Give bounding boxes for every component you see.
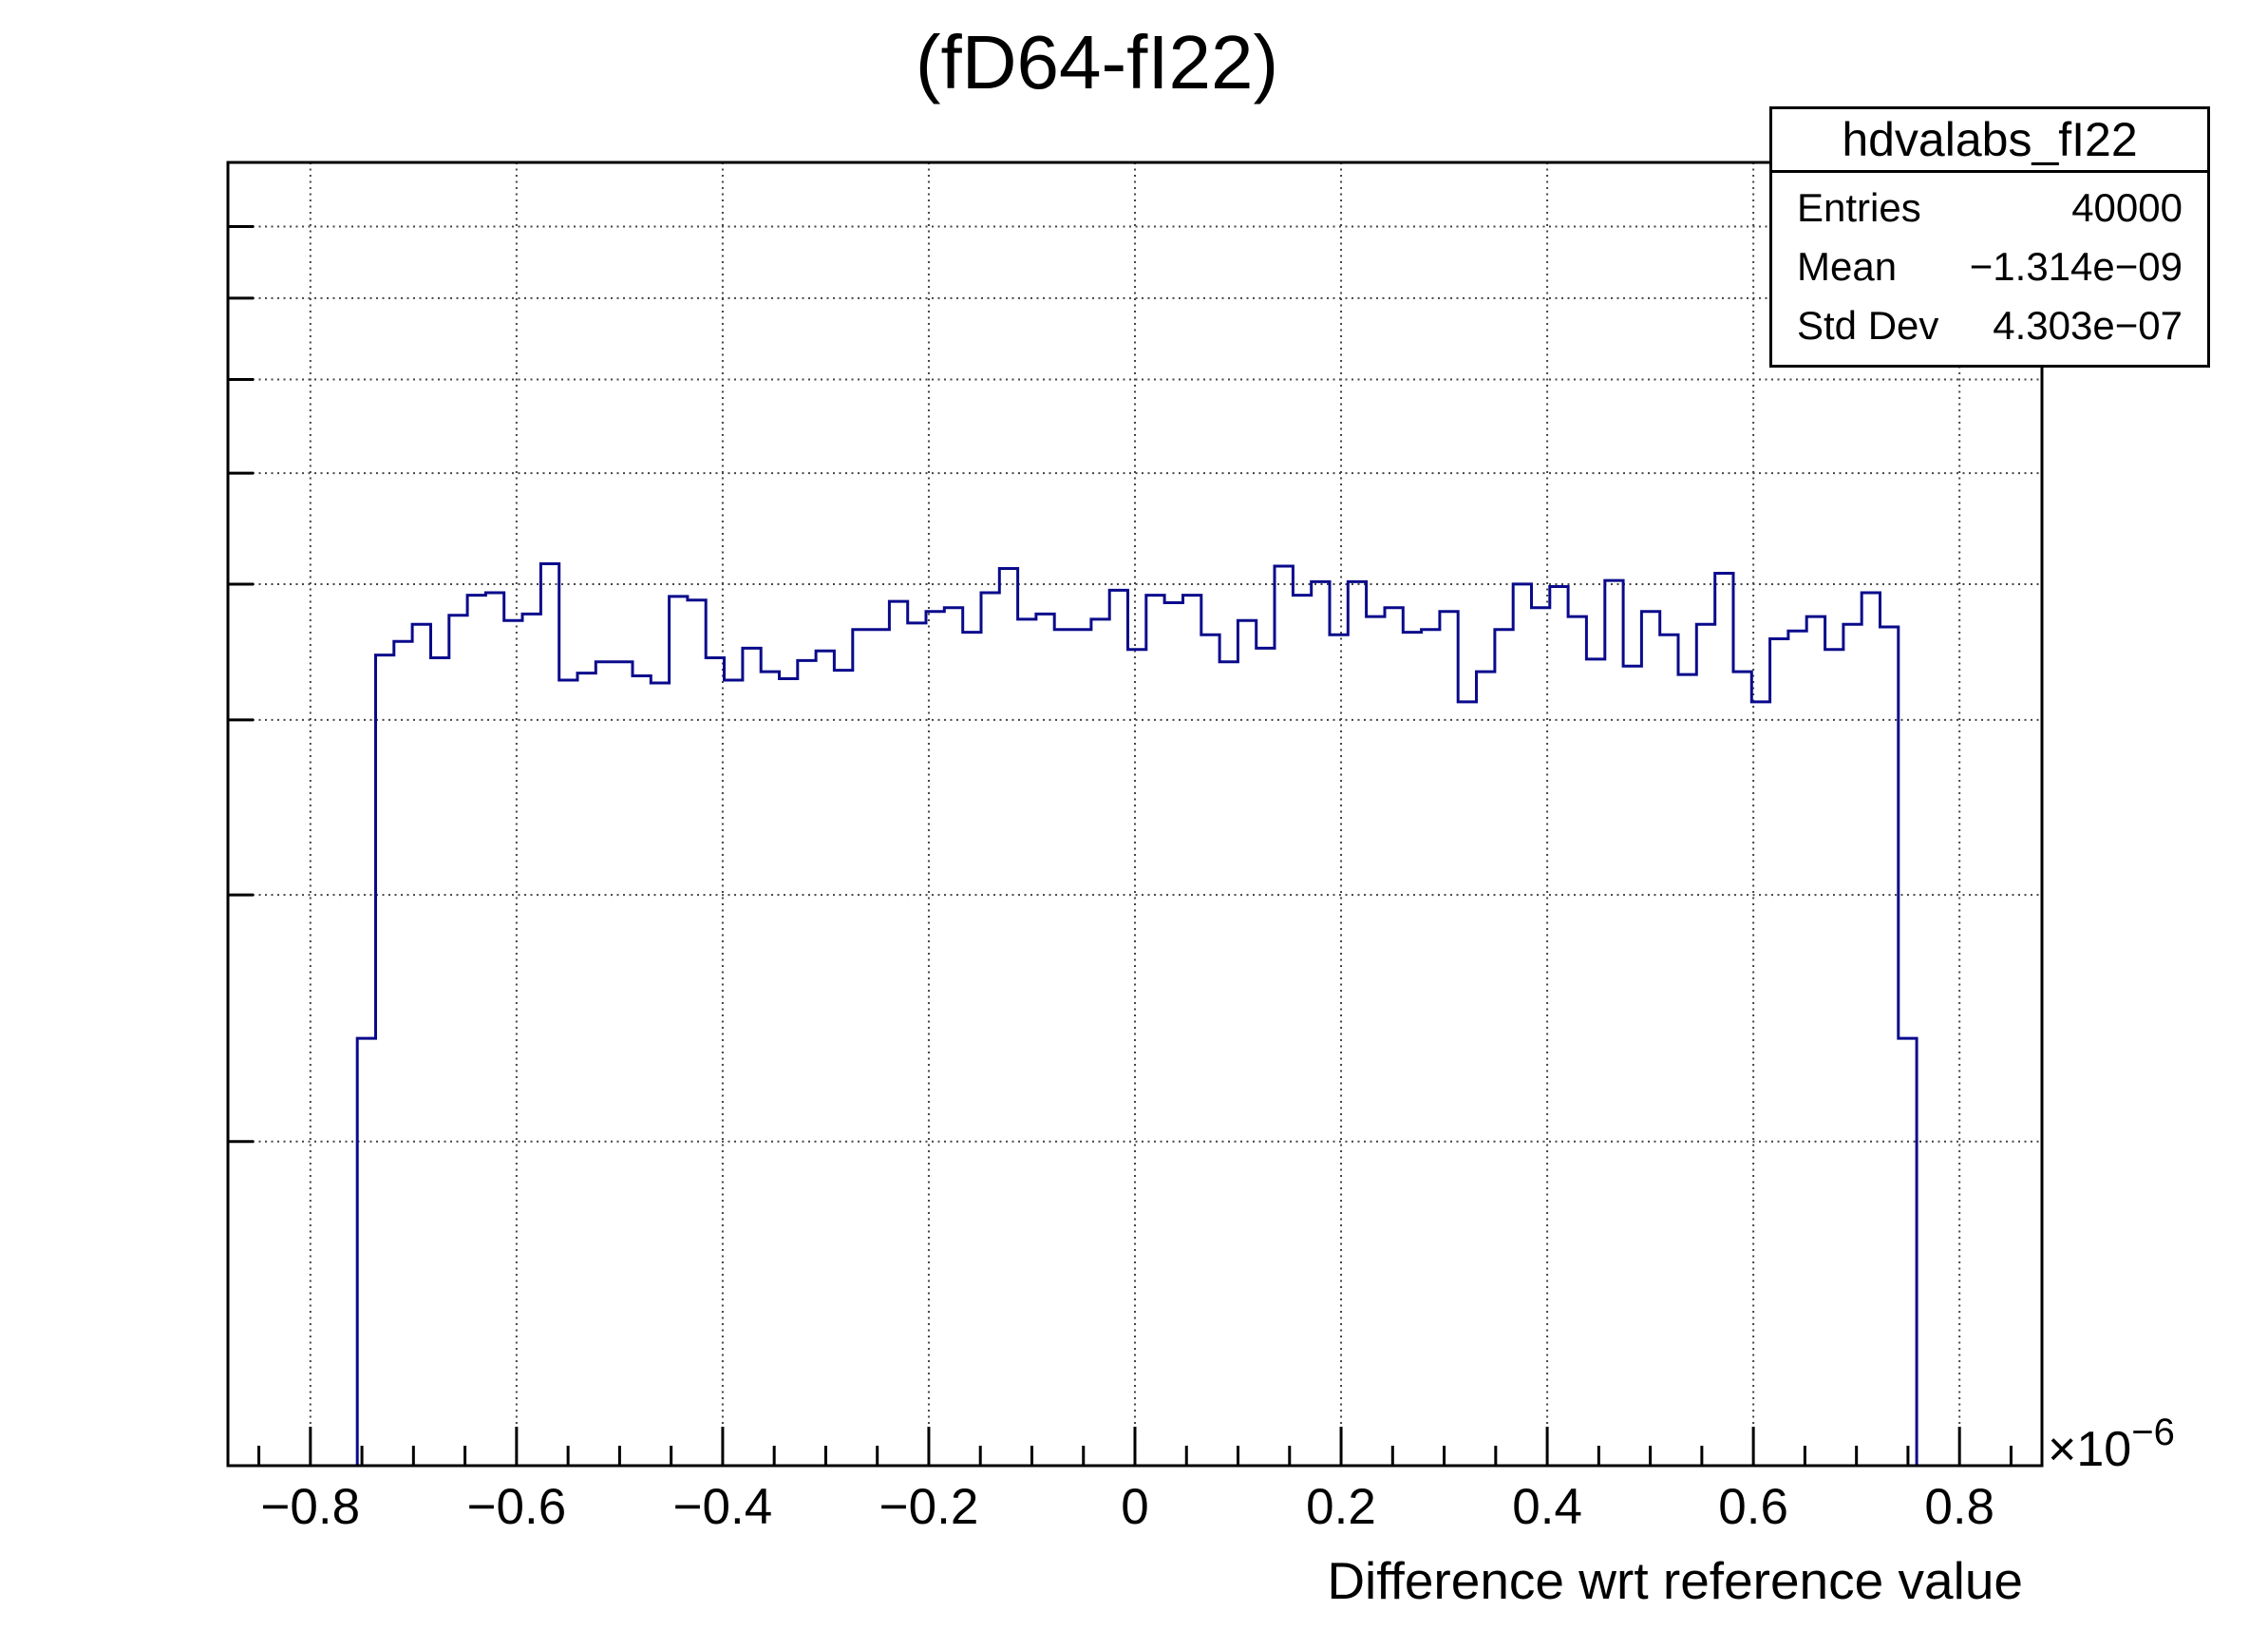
stats-value-entries: 40000 xyxy=(2071,185,2183,230)
x-tick-label: 0 xyxy=(1121,1479,1149,1535)
stats-row-entries: Entries 40000 xyxy=(1797,185,2183,231)
x-tick-label: 0.2 xyxy=(1306,1479,1376,1535)
x-tick-label: −0.4 xyxy=(672,1479,773,1535)
x-tick-label: 0.6 xyxy=(1718,1479,1788,1535)
x-axis-exponent: ×10−6 xyxy=(2048,1412,2175,1478)
stats-value-mean: −1.314e−09 xyxy=(1969,244,2183,289)
stats-box: hdvalabs_fI22 Entries 40000 Mean −1.314e… xyxy=(1769,106,2210,368)
stats-label-mean: Mean xyxy=(1797,244,1898,289)
x-axis-exponent-base: ×10 xyxy=(2048,1422,2132,1477)
x-tick-label: 0.8 xyxy=(1924,1479,1995,1535)
stats-row-stddev: Std Dev 4.303e−07 xyxy=(1797,303,2183,349)
x-axis-title: Difference wrt reference value xyxy=(1327,1551,2023,1610)
stats-value-stddev: 4.303e−07 xyxy=(1993,303,2183,348)
x-axis-exponent-power: −6 xyxy=(2131,1412,2175,1453)
x-tick-label: 0.4 xyxy=(1512,1479,1582,1535)
x-tick-label: −0.8 xyxy=(260,1479,361,1535)
stats-row-mean: Mean −1.314e−09 xyxy=(1797,244,2183,290)
stats-box-title: hdvalabs_fI22 xyxy=(1772,109,2207,173)
x-tick-label: −0.6 xyxy=(466,1479,567,1535)
stats-label-entries: Entries xyxy=(1797,185,1921,230)
x-tick-label: −0.2 xyxy=(879,1479,979,1535)
stats-label-stddev: Std Dev xyxy=(1797,303,1939,348)
stats-box-rows: Entries 40000 Mean −1.314e−09 Std Dev 4.… xyxy=(1772,173,2207,365)
histogram-line xyxy=(355,562,1918,1466)
plot-frame xyxy=(226,161,2044,1468)
plot-title: (fD64-fI22) xyxy=(915,20,1279,104)
